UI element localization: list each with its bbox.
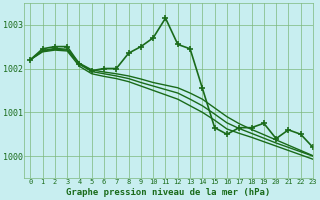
X-axis label: Graphe pression niveau de la mer (hPa): Graphe pression niveau de la mer (hPa): [67, 188, 271, 197]
